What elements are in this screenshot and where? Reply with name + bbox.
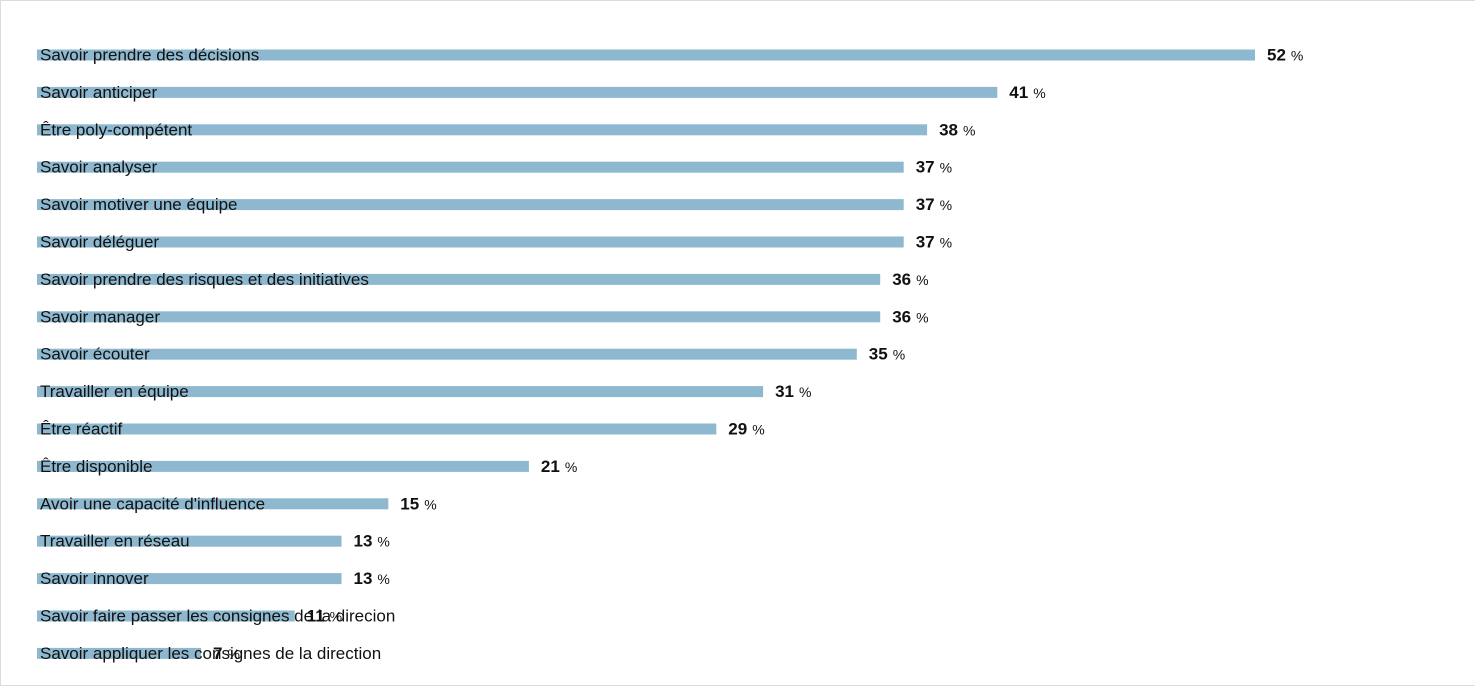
bar-etre-disponible — [37, 460, 529, 472]
value-label: 37% — [916, 233, 952, 252]
value-label: 21% — [541, 457, 577, 476]
bar-row-savoir-analyser: Savoir analyser 37% — [37, 158, 952, 177]
category-label: Savoir anticiper — [40, 83, 158, 102]
value-label: 52% — [1267, 46, 1303, 65]
value-label: 36% — [892, 270, 928, 289]
bar-row-etre-poly-competent: Être poly-compétent 38% — [37, 120, 975, 139]
bar-etre-poly-competent — [37, 124, 928, 136]
bar-row-savoir-appliquer-les-consignes-de-la-direction: Savoir appliquer les consignes de la dir… — [37, 644, 381, 663]
bar-row-savoir-prendre-des-risques-et-des-initiatives: Savoir prendre des risques et des initia… — [37, 270, 929, 289]
bar-avoir-une-capacite-d-influence — [37, 498, 389, 510]
value-label: 29% — [728, 420, 764, 439]
value-label: 15% — [400, 494, 436, 513]
category-label: Savoir faire passer les consignes de la … — [40, 607, 395, 626]
bar-row-avoir-une-capacite-d-influence: Avoir une capacité d'influence 15% — [37, 494, 437, 513]
bar-row-savoir-manager: Savoir manager 36% — [37, 307, 929, 326]
bar-savoir-prendre-des-risques-et-des-initiatives — [37, 273, 881, 285]
category-label: Être poly-compétent — [40, 120, 192, 139]
bar-row-savoir-motiver-une-equipe: Savoir motiver une équipe 37% — [37, 195, 952, 214]
bar-etre-reactif — [37, 423, 717, 435]
value-label: 37% — [916, 195, 952, 214]
bar-savoir-motiver-une-equipe — [37, 199, 904, 211]
bar-savoir-analyser — [37, 161, 904, 173]
bar-savoir-appliquer-les-consignes-de-la-direction — [37, 647, 201, 659]
category-label: Travailler en équipe — [40, 382, 189, 401]
category-label: Savoir prendre des risques et des initia… — [40, 270, 369, 289]
bar-row-travailler-en-equipe: Travailler en équipe 31% — [37, 382, 811, 401]
bar-row-savoir-ecouter: Savoir écouter 35% — [37, 345, 905, 364]
category-label: Savoir écouter — [40, 345, 150, 364]
bar-savoir-deleguer — [37, 236, 904, 248]
bar-row-savoir-anticiper: Savoir anticiper 41% — [37, 83, 1046, 102]
category-label: Savoir analyser — [40, 158, 158, 177]
value-label: 35% — [869, 345, 905, 364]
bar-row-travailler-en-reseau: Travailler en réseau 13% — [37, 532, 390, 551]
category-label: Savoir manager — [40, 307, 160, 326]
bar-row-etre-disponible: Être disponible 21% — [37, 457, 577, 476]
value-label: 41% — [1009, 83, 1045, 102]
bar-row-savoir-prendre-des-decisions: Savoir prendre des décisions 52% — [37, 46, 1303, 65]
category-label: Être disponible — [40, 457, 152, 476]
bar-row-savoir-deleguer: Savoir déléguer 37% — [37, 233, 952, 252]
value-label: 13% — [354, 532, 390, 551]
value-label: 36% — [892, 307, 928, 326]
bar-travailler-en-reseau — [37, 535, 342, 547]
bar-row-savoir-faire-passer-les-consignes-de-la-direcion: Savoir faire passer les consignes de la … — [37, 607, 395, 626]
bar-savoir-anticiper — [37, 86, 998, 98]
value-label: 31% — [775, 382, 811, 401]
bar-travailler-en-equipe — [37, 386, 764, 398]
bar-savoir-faire-passer-les-consignes-de-la-direcion — [37, 610, 295, 622]
category-label: Être réactif — [40, 420, 122, 439]
bar-row-savoir-innover: Savoir innover 13% — [37, 569, 390, 588]
value-label: 38% — [939, 120, 975, 139]
value-label: 11% — [307, 607, 342, 626]
value-label: 7% — [213, 644, 240, 663]
value-label: 13% — [354, 569, 390, 588]
category-label: Savoir motiver une équipe — [40, 195, 238, 214]
bar-savoir-manager — [37, 311, 881, 323]
category-label: Savoir innover — [40, 569, 149, 588]
category-label: Avoir une capacité d'influence — [40, 494, 265, 513]
category-label: Savoir déléguer — [40, 233, 159, 252]
bar-row-etre-reactif: Être réactif 29% — [37, 420, 765, 439]
bar-savoir-prendre-des-decisions — [37, 49, 1255, 61]
category-label: Savoir prendre des décisions — [40, 46, 259, 65]
bar-savoir-innover — [37, 573, 342, 585]
bar-savoir-ecouter — [37, 348, 857, 360]
category-label: Savoir appliquer les consignes de la dir… — [40, 644, 381, 663]
category-label: Travailler en réseau — [40, 532, 190, 551]
value-label: 37% — [916, 158, 952, 177]
